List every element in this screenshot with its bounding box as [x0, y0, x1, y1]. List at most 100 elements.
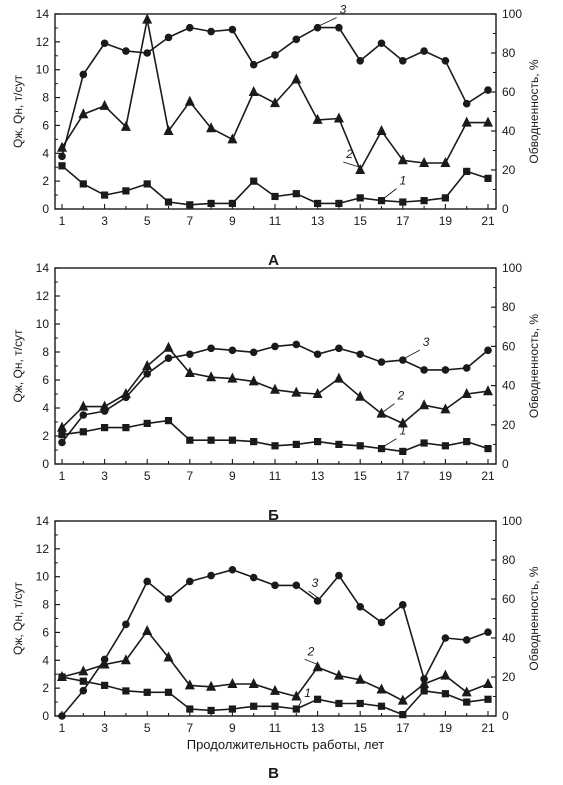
series-3-point — [249, 60, 258, 69]
y-left-tick-label: 8 — [42, 598, 49, 612]
series-2-point — [184, 367, 195, 377]
series-1-point — [164, 198, 173, 206]
x-tick-label: 15 — [354, 469, 368, 483]
y-left-tick-label: 12 — [36, 542, 50, 556]
series-1-point — [101, 424, 109, 432]
x-tick-label: 7 — [186, 469, 193, 483]
x-tick-label: 7 — [186, 214, 193, 228]
y-right-tick-label: 40 — [502, 379, 516, 393]
series-2-point — [99, 99, 110, 110]
y-right-tick-label: 100 — [502, 514, 522, 528]
series-1-point — [250, 702, 258, 710]
series-3-point — [100, 39, 109, 48]
series-2-point — [142, 360, 153, 370]
x-tick-label: 17 — [396, 214, 410, 228]
y-right-tick-label: 100 — [502, 7, 522, 21]
series-2-point — [461, 686, 472, 697]
series-1-point — [441, 194, 449, 202]
series-1-point — [186, 201, 194, 209]
series-1-point — [399, 447, 407, 455]
series-1-point — [271, 702, 279, 710]
series-3-point — [122, 620, 130, 629]
series-3-point — [335, 23, 343, 32]
y-right-tick-label: 60 — [502, 85, 516, 99]
series-label-3: 3 — [312, 576, 319, 590]
series-2-point — [291, 73, 302, 84]
series-label-1: 1 — [400, 174, 407, 188]
x-tick-label: 21 — [481, 214, 495, 228]
y-left-tick-label: 0 — [42, 202, 49, 216]
series-3-point — [462, 364, 471, 372]
series-2-point — [355, 673, 366, 684]
series-label-leader — [383, 188, 397, 199]
x-tick-label: 11 — [269, 214, 282, 228]
plot-frame — [54, 267, 497, 465]
series-label-leader — [383, 403, 395, 412]
series-2-point — [333, 669, 344, 680]
plot-frame — [54, 13, 497, 210]
series-2-point — [440, 669, 451, 680]
series-1-point — [186, 705, 194, 713]
x-tick-label: 3 — [101, 469, 108, 483]
x-tick-label: 17 — [396, 721, 410, 735]
x-tick-label: 1 — [59, 721, 66, 735]
series-3-point — [122, 47, 130, 55]
x-axis-label: Продолжительность работы, лет — [187, 737, 385, 752]
y-left-tick-label: 12 — [36, 35, 50, 49]
series-1-point — [164, 688, 173, 696]
series-3-point — [207, 571, 215, 580]
series-2-point — [355, 164, 366, 174]
series-3-point — [271, 581, 279, 590]
series-1-point — [484, 445, 492, 453]
series-2-point — [99, 400, 110, 411]
x-tick-label: 7 — [186, 721, 193, 735]
series-label-2: 2 — [345, 147, 353, 161]
series-1-point — [314, 695, 322, 703]
series-2-point — [291, 690, 302, 701]
y-left-tick-label: 10 — [36, 570, 50, 584]
series-1-point — [399, 198, 407, 206]
series-1-point — [207, 199, 215, 208]
series-3-point — [484, 346, 492, 355]
x-tick-label: 17 — [396, 469, 410, 483]
series-2-point — [120, 120, 131, 131]
series-1-point — [271, 192, 279, 201]
series-3-point — [484, 628, 492, 636]
series-3-point — [164, 354, 173, 362]
x-tick-label: 1 — [59, 214, 66, 228]
x-tick-label: 21 — [481, 469, 495, 483]
series-3-point — [462, 636, 471, 644]
series-3-point — [462, 99, 471, 108]
series-2-point — [461, 116, 472, 127]
series-1-point — [79, 180, 87, 188]
series-2-point — [206, 122, 217, 133]
series-3-point — [186, 577, 194, 586]
y-left-tick-label: 4 — [42, 146, 49, 160]
series-3-point — [122, 393, 130, 402]
y-right-tick-label: 80 — [502, 300, 516, 314]
x-tick-label: 13 — [311, 721, 325, 735]
y-left-tick-label: 14 — [36, 7, 50, 21]
y-left-tick-label: 6 — [42, 118, 49, 132]
series-1-point — [143, 688, 151, 696]
series-3-point — [249, 348, 258, 357]
series-2-point — [461, 388, 472, 398]
series-1-point — [101, 681, 109, 689]
x-tick-label: 19 — [439, 721, 453, 735]
series-1-point — [228, 436, 236, 444]
x-tick-label: 5 — [144, 721, 151, 735]
y-axis-label-left: Qж, Qн, т/сут — [11, 582, 25, 655]
x-tick-label: 15 — [354, 721, 368, 735]
y-left-tick-label: 0 — [42, 709, 49, 723]
series-2-point — [291, 386, 302, 397]
series-3-point — [292, 340, 301, 349]
series-label-leader — [319, 17, 337, 27]
series-2-point — [483, 116, 493, 127]
series-3-point — [420, 366, 428, 374]
series-1-point — [58, 162, 66, 170]
series-1-point — [356, 194, 364, 202]
series-3-point — [420, 47, 428, 55]
series-2-point — [57, 671, 67, 681]
